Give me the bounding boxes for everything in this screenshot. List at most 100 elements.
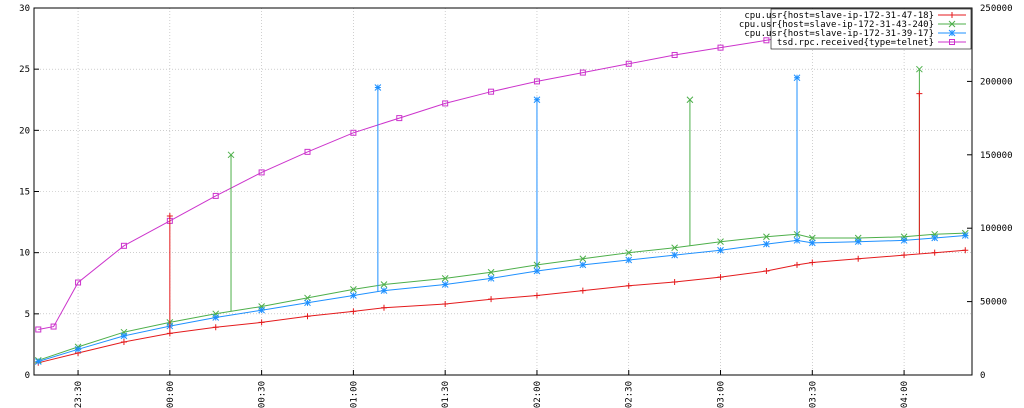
data-point <box>533 267 541 275</box>
legend-marker <box>949 12 955 18</box>
data-point <box>304 299 311 307</box>
y-axis-ticks: 0 5 10 15 20 25 30 <box>19 4 39 381</box>
data-point <box>120 332 128 340</box>
data-point <box>350 308 357 315</box>
data-point <box>441 281 449 288</box>
data-point <box>442 100 449 107</box>
data-point <box>625 282 632 289</box>
data-point <box>717 274 724 281</box>
legend-item: cpu.usr{host=slave-ip-172-31-43-240} <box>739 20 966 30</box>
y2-tick-label: 200000 <box>980 77 1013 87</box>
data-point <box>808 239 816 247</box>
series-1 <box>35 247 969 366</box>
spike-point <box>916 90 923 97</box>
data-point <box>579 287 586 294</box>
data-point <box>304 313 311 320</box>
spike <box>166 212 173 334</box>
data-point <box>75 279 82 286</box>
data-point <box>350 129 357 136</box>
data-point <box>442 301 449 308</box>
spike <box>533 96 541 272</box>
data-point <box>34 358 42 365</box>
data-point <box>350 286 357 293</box>
spike-point <box>533 96 541 104</box>
x-tick-label: 03:30 <box>808 381 818 408</box>
data-point <box>304 148 311 155</box>
spike-point <box>916 65 923 73</box>
x-tick-label: 23:30 <box>74 381 84 408</box>
y2-tick-label: 50000 <box>980 298 1007 308</box>
data-point <box>855 255 862 262</box>
data-point <box>533 292 540 299</box>
data-point <box>763 37 770 44</box>
data-point <box>931 249 938 256</box>
spike <box>374 84 382 292</box>
data-point <box>120 338 127 345</box>
data-point <box>212 314 220 321</box>
data-point <box>961 232 969 239</box>
x-tick-label: 01:00 <box>349 381 359 408</box>
data-point <box>212 192 219 199</box>
data-point <box>487 275 495 282</box>
x-tick-label: 02:30 <box>625 381 635 408</box>
data-point <box>380 304 387 311</box>
data-point <box>717 238 724 246</box>
data-point <box>625 249 633 257</box>
y-tick-label: 25 <box>19 65 30 75</box>
data-point <box>763 240 770 248</box>
x-tick-label: 04:00 <box>900 381 910 408</box>
spike-point <box>166 212 173 219</box>
y-tick-label: 5 <box>25 310 30 320</box>
x-tick-label: 03:00 <box>717 381 727 408</box>
data-point <box>808 234 816 242</box>
data-point <box>717 246 724 254</box>
legend-item: cpu.usr{host=slave-ip-172-31-39-17} <box>744 29 966 39</box>
data-point <box>74 345 82 353</box>
data-point <box>763 233 770 241</box>
x-tick-label: 02:00 <box>533 381 543 408</box>
data-point <box>396 115 403 122</box>
legend-marker <box>948 29 956 37</box>
data-point <box>350 292 357 299</box>
data-point <box>488 88 495 95</box>
x-axis-ticks: 23:30 00:00 00:30 01:00 01:30 02:00 02:30 03:00… <box>74 370 910 408</box>
legend-box <box>770 8 972 50</box>
spike <box>686 96 694 246</box>
data-point <box>671 279 678 286</box>
spike-point <box>686 96 694 104</box>
data-point <box>579 255 587 263</box>
data-point <box>854 238 862 246</box>
y2-tick-label: 100000 <box>980 224 1013 234</box>
data-point <box>625 256 633 264</box>
legend-item: cpu.usr{host=slave-ip-172-31-47-18} <box>744 11 966 21</box>
data-point <box>962 247 969 254</box>
y2-tick-label: 250000 <box>980 4 1013 14</box>
data-point <box>212 324 219 331</box>
data-point <box>380 287 388 294</box>
y-tick-label: 15 <box>19 188 30 198</box>
y2-axis-ticks: 0 50000 100000 150000 200000 250000 <box>967 4 1013 381</box>
data-point <box>533 78 540 85</box>
legend-label: cpu.usr{host=slave-ip-172-31-47-18} <box>744 11 934 21</box>
data-point <box>50 323 57 330</box>
data-point <box>671 251 678 259</box>
spike-point <box>227 151 235 159</box>
y-tick-label: 10 <box>19 249 30 259</box>
spike <box>793 74 801 241</box>
y2-tick-label: 150000 <box>980 151 1013 161</box>
spike <box>227 151 235 312</box>
legend: cpu.usr{host=slave-ip-172-31-47-18}cpu.u… <box>739 8 972 50</box>
legend-marker <box>949 39 955 45</box>
spike-point <box>793 74 801 82</box>
data-point <box>488 296 495 303</box>
y2-tick-label: 0 <box>980 371 985 381</box>
spike <box>916 90 923 254</box>
data-point <box>258 306 265 314</box>
data-point <box>258 169 265 176</box>
data-point <box>671 51 678 58</box>
spike-layer <box>166 65 923 334</box>
data-point <box>579 261 587 269</box>
data-point <box>901 252 908 259</box>
